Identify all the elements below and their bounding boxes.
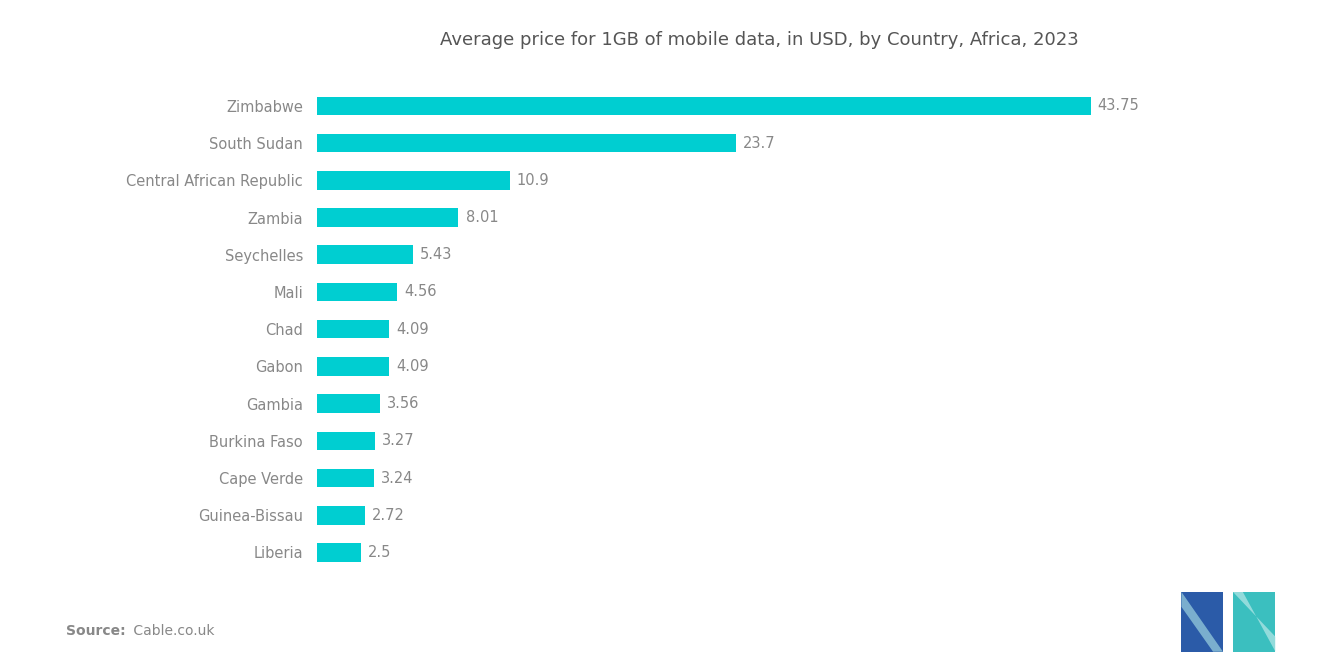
Text: 8.01: 8.01 [466,210,498,225]
Bar [317,208,458,227]
Text: 43.75: 43.75 [1098,98,1139,113]
Title: Average price for 1GB of mobile data, in USD, by Country, Africa, 2023: Average price for 1GB of mobile data, in… [440,31,1078,49]
Bar [317,96,1090,115]
Bar [317,171,510,190]
Text: 3.24: 3.24 [381,471,413,485]
Bar [317,134,737,152]
Polygon shape [1233,592,1275,652]
Text: 4.56: 4.56 [404,285,437,299]
Bar [317,469,374,487]
Text: 2.72: 2.72 [372,508,405,523]
Polygon shape [1233,592,1275,652]
Text: Source:: Source: [66,624,125,638]
Bar [317,543,362,562]
Polygon shape [1181,592,1222,652]
Text: 2.5: 2.5 [368,545,392,560]
Text: 3.27: 3.27 [381,434,414,448]
Bar [317,283,397,301]
Bar [317,394,380,413]
Polygon shape [1181,592,1222,652]
Text: 4.09: 4.09 [396,322,429,336]
Bar [317,506,364,525]
Text: 5.43: 5.43 [420,247,453,262]
Bar [317,357,389,376]
Text: 23.7: 23.7 [743,136,776,150]
Text: 10.9: 10.9 [516,173,549,188]
Bar [317,245,413,264]
Text: 3.56: 3.56 [387,396,420,411]
Text: Cable.co.uk: Cable.co.uk [129,624,215,638]
Bar [317,320,389,338]
Bar [317,432,375,450]
Text: 4.09: 4.09 [396,359,429,374]
